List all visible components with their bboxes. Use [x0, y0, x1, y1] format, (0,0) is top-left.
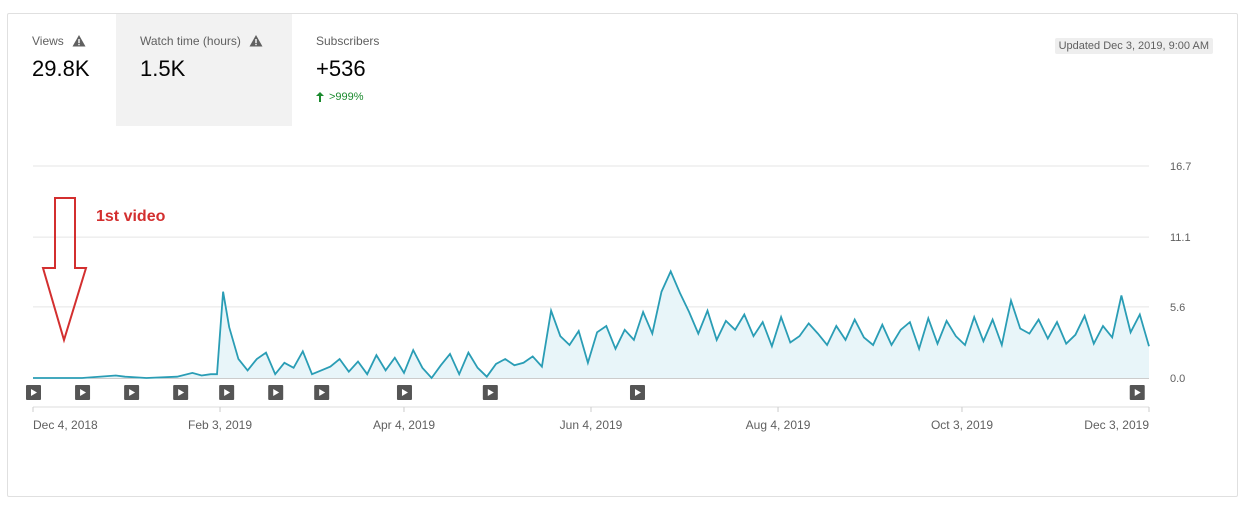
play-icon[interactable]: [487, 389, 494, 396]
x-tick-label: Dec 3, 2019: [1084, 418, 1149, 432]
x-tick-label: Aug 4, 2019: [746, 418, 811, 432]
play-icon[interactable]: [401, 389, 408, 396]
x-tick-label: Jun 4, 2019: [560, 418, 623, 432]
x-tick-label: Oct 3, 2019: [931, 418, 993, 432]
analytics-card: Views 29.8K Watch time (hours) 1.5K Subs…: [7, 13, 1238, 497]
play-icon[interactable]: [178, 389, 185, 396]
video-marker[interactable]: [396, 385, 412, 400]
metric-watch-time-label-row: Watch time (hours): [140, 34, 268, 48]
first-video-annotation: 1st video: [41, 197, 166, 344]
metric-subscribers-change-text: >999%: [329, 91, 364, 103]
chart-area-fill: [33, 271, 1149, 378]
metric-views-label-row: Views: [32, 34, 92, 48]
metric-views-value: 29.8K: [32, 56, 90, 81]
metric-views[interactable]: Views 29.8K: [8, 14, 116, 126]
annotation-arrow: [41, 197, 88, 344]
warning-icon: [249, 35, 263, 47]
video-marker[interactable]: [219, 385, 235, 400]
x-tick-label: Dec 4, 2018: [33, 418, 98, 432]
video-marker[interactable]: [173, 385, 189, 400]
video-marker[interactable]: [124, 385, 140, 400]
updated-timestamp: Updated Dec 3, 2019, 9:00 AM: [1054, 38, 1213, 54]
video-marker[interactable]: [314, 385, 330, 400]
y-axis-tick-labels: 0.0 5.6 11.1 16.7: [1170, 161, 1191, 385]
play-icon[interactable]: [319, 389, 326, 396]
x-tick-label: Apr 4, 2019: [373, 418, 435, 432]
video-marker[interactable]: [75, 385, 91, 400]
play-icon[interactable]: [31, 389, 37, 396]
play-icon[interactable]: [224, 389, 231, 396]
metric-subscribers-change: >999%: [316, 91, 418, 103]
play-icon[interactable]: [634, 389, 641, 396]
arrow-up-icon: [316, 92, 324, 102]
metric-watch-time[interactable]: Watch time (hours) 1.5K: [116, 14, 292, 126]
video-marker[interactable]: [629, 385, 645, 400]
video-markers[interactable]: [26, 385, 1145, 400]
y-tick-label: 16.7: [1170, 161, 1191, 173]
metric-views-label: Views: [32, 34, 64, 48]
metric-watch-time-value: 1.5K: [140, 56, 186, 81]
x-axis: Dec 4, 2018 Feb 3, 2019 Apr 4, 2019 Jun 4, …: [32, 406, 1150, 432]
chart-series-line[interactable]: [33, 269, 1150, 380]
video-marker[interactable]: [268, 385, 284, 400]
play-icon[interactable]: [273, 389, 280, 396]
metric-subscribers-label-row: Subscribers: [316, 34, 418, 48]
play-icon[interactable]: [1134, 389, 1141, 396]
y-tick-label: 11.1: [1170, 232, 1191, 244]
warning-icon: [72, 35, 86, 47]
metric-subscribers-label: Subscribers: [316, 34, 380, 48]
video-marker[interactable]: [26, 385, 41, 400]
metric-subscribers-value: +536: [316, 56, 366, 81]
metric-subscribers[interactable]: Subscribers +536 >999%: [292, 14, 442, 126]
play-icon[interactable]: [129, 389, 136, 396]
y-tick-label: 0.0: [1170, 373, 1185, 385]
annotation-label: 1st video: [96, 208, 166, 225]
video-marker[interactable]: [1129, 385, 1145, 400]
y-tick-label: 5.6: [1170, 302, 1185, 314]
x-tick-label: Feb 3, 2019: [188, 418, 252, 432]
metric-watch-time-label: Watch time (hours): [140, 34, 241, 48]
video-marker[interactable]: [482, 385, 498, 400]
play-icon[interactable]: [80, 389, 87, 396]
